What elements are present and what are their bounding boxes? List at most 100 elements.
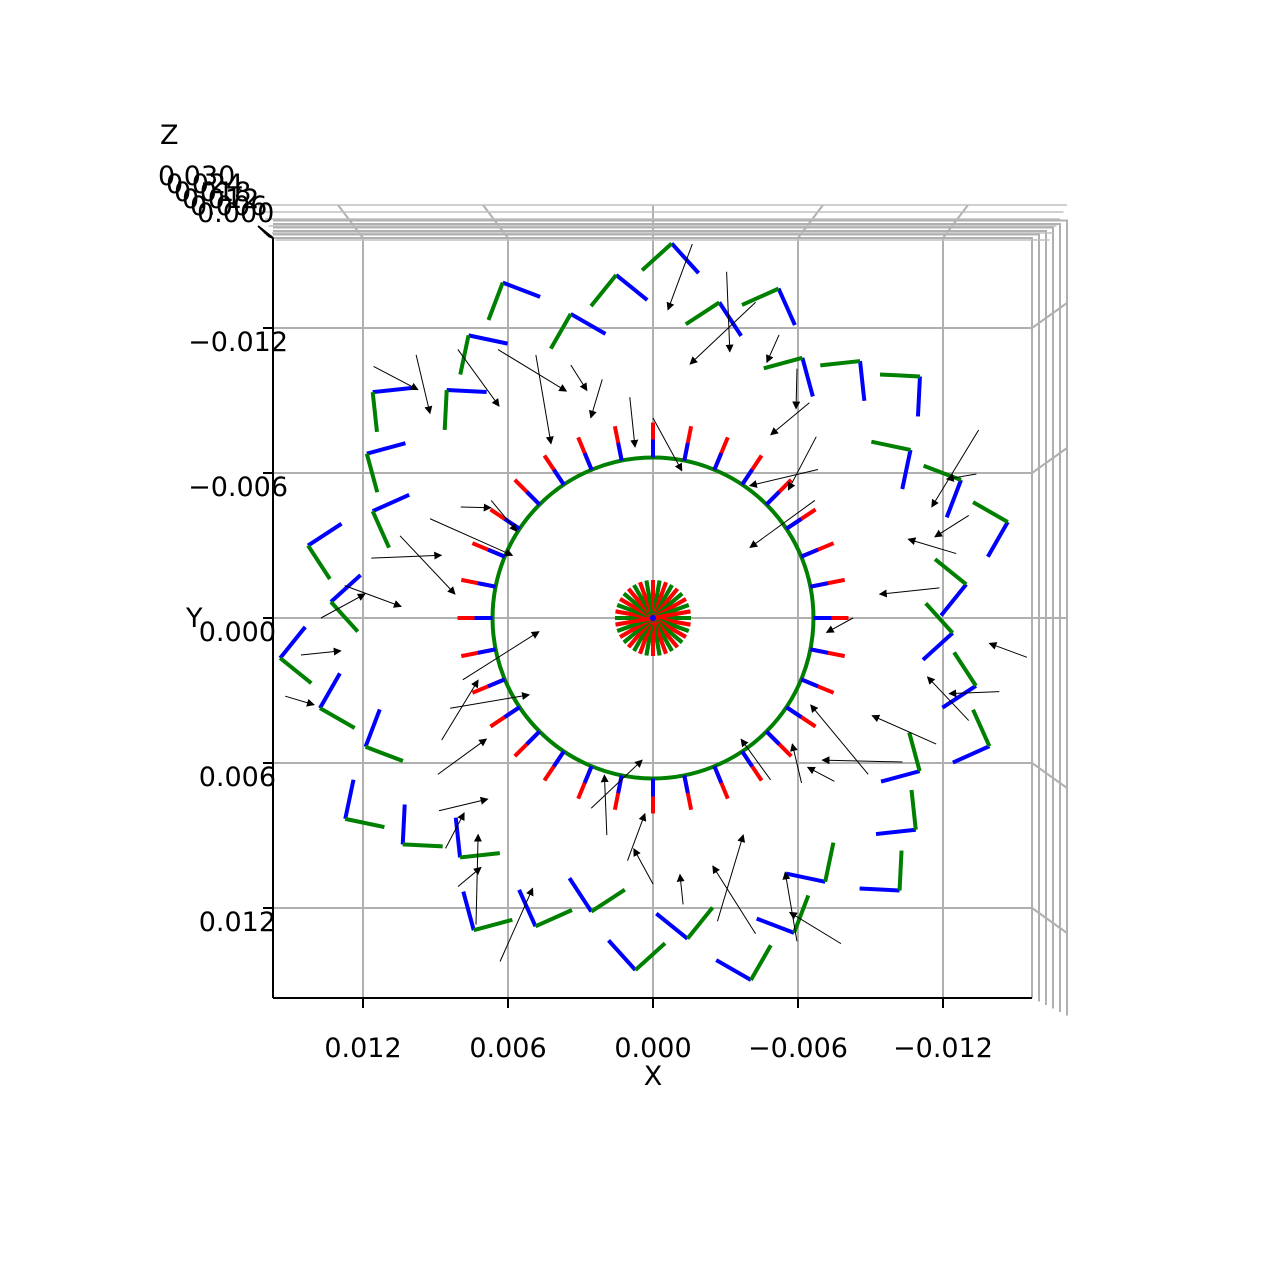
quiver-arrow [652,417,683,472]
quiver-arrow [926,676,970,721]
frame-y-axis [458,334,471,375]
outer-frame [879,372,922,417]
x-tick-label: 0.006 [469,1033,546,1064]
frame-y-axis [640,241,674,272]
frame-z-axis [765,730,781,746]
frame-z-axis [400,804,407,845]
frame-z-axis [765,490,781,506]
frame-y-axis [534,908,573,929]
frame-z-axis [785,517,803,531]
frame-y-axis [459,851,501,860]
quiver-arrow [821,756,903,765]
tick-labels: 0.012 0.006 0.000 −0.006 −0.012 −0.012 −… [158,120,993,1092]
middle-ring-frame [471,541,506,559]
quiver-arrow [344,585,402,608]
outer-frame [517,889,573,929]
outer-frame [607,939,667,972]
frame-y-axis [952,651,978,687]
frame-z-axis [800,677,819,689]
frame-z-axis [525,490,541,506]
quiver-arrow [633,848,654,885]
outer-frame [941,651,978,710]
middle-ring-frame [489,705,521,729]
frame-z-axis [776,287,797,326]
middle-ring-frame [800,677,835,695]
frame-y-axis [486,281,505,321]
outer-frame [343,779,385,830]
middle-ring-frame [576,765,594,800]
frame-y-axis [318,706,356,730]
frame-z-axis [944,479,963,519]
frame-z-axis [468,333,509,346]
frame-z-axis [363,708,382,748]
quiver-arrow [878,587,940,598]
frame-y-axis [924,601,955,635]
frame-y-axis [329,600,360,633]
middle-ring-frame [542,750,566,782]
outer-frame [880,731,922,784]
quiver-arrow [457,349,500,407]
quiver-arrow [806,766,835,782]
quiver-arrow [945,473,977,482]
quiver-arrow [792,368,801,410]
frame-z-axis [682,442,690,462]
frame-y-axis [933,557,968,586]
outer-frame [972,500,1010,558]
quiver-arrow [748,468,819,488]
frame-y-axis [364,744,404,763]
quiver-arrow [457,866,482,887]
frame-z-axis [487,677,506,689]
frame-z-axis [306,521,343,548]
quiver-arrow [689,301,756,365]
middle-ring-frame [809,647,846,659]
outer-frame [640,241,701,275]
x-tick-label: 0.000 [614,1033,691,1064]
frame-z-axis [616,774,624,794]
frame-y-axis [870,439,911,452]
quiver-arrow [497,349,568,392]
frame-z-axis [939,583,968,617]
quiver-arrow [285,695,315,707]
frame-y-axis [749,944,773,981]
y-tick-label: 0.000 [199,617,276,648]
frame-y-axis [549,312,573,350]
quiver-arrow [450,692,531,709]
middle-ring-frame [460,647,497,659]
frame-z-axis [712,452,724,471]
frame-z-axis [900,449,913,490]
outer-frame [785,842,836,884]
frame-z-axis [859,886,900,893]
quiver-arrow [931,429,980,508]
middle-ring-frame [513,478,541,506]
frame-z-axis [740,750,754,768]
frame-z-axis [715,958,752,982]
frame-z-axis [880,769,921,784]
middle-ring-frame [576,436,594,471]
frame-y-axis [634,941,667,972]
z-pane-edge [273,219,1068,1016]
quiver-arrow [825,617,854,633]
quiver-arrow [320,593,366,619]
quiver-arrow [749,500,816,549]
y-tick-label: −0.006 [188,472,288,503]
frame-y-axis [971,708,992,748]
middle-ring-frame [740,454,764,486]
frame-z-axis [875,827,917,837]
middle-ring-frame [513,730,541,758]
frame-z-axis [502,280,541,299]
outer-frame [549,312,607,350]
frame-z-axis [809,581,829,589]
quiver-arrow [300,647,342,656]
outer-frame [741,286,797,326]
middle-ring-frame [809,577,846,589]
quiver-arrow [627,812,647,861]
y-tick-label: 0.012 [199,907,276,938]
frame-z-axis [858,360,867,402]
frame-y-axis [685,906,715,940]
middle-ring-frame [682,425,694,462]
y-axis-label: Y [185,603,203,634]
frame-z-axis [682,774,690,794]
quiver-arrow [438,796,489,812]
z-tick-label: 0.012 [182,184,259,215]
